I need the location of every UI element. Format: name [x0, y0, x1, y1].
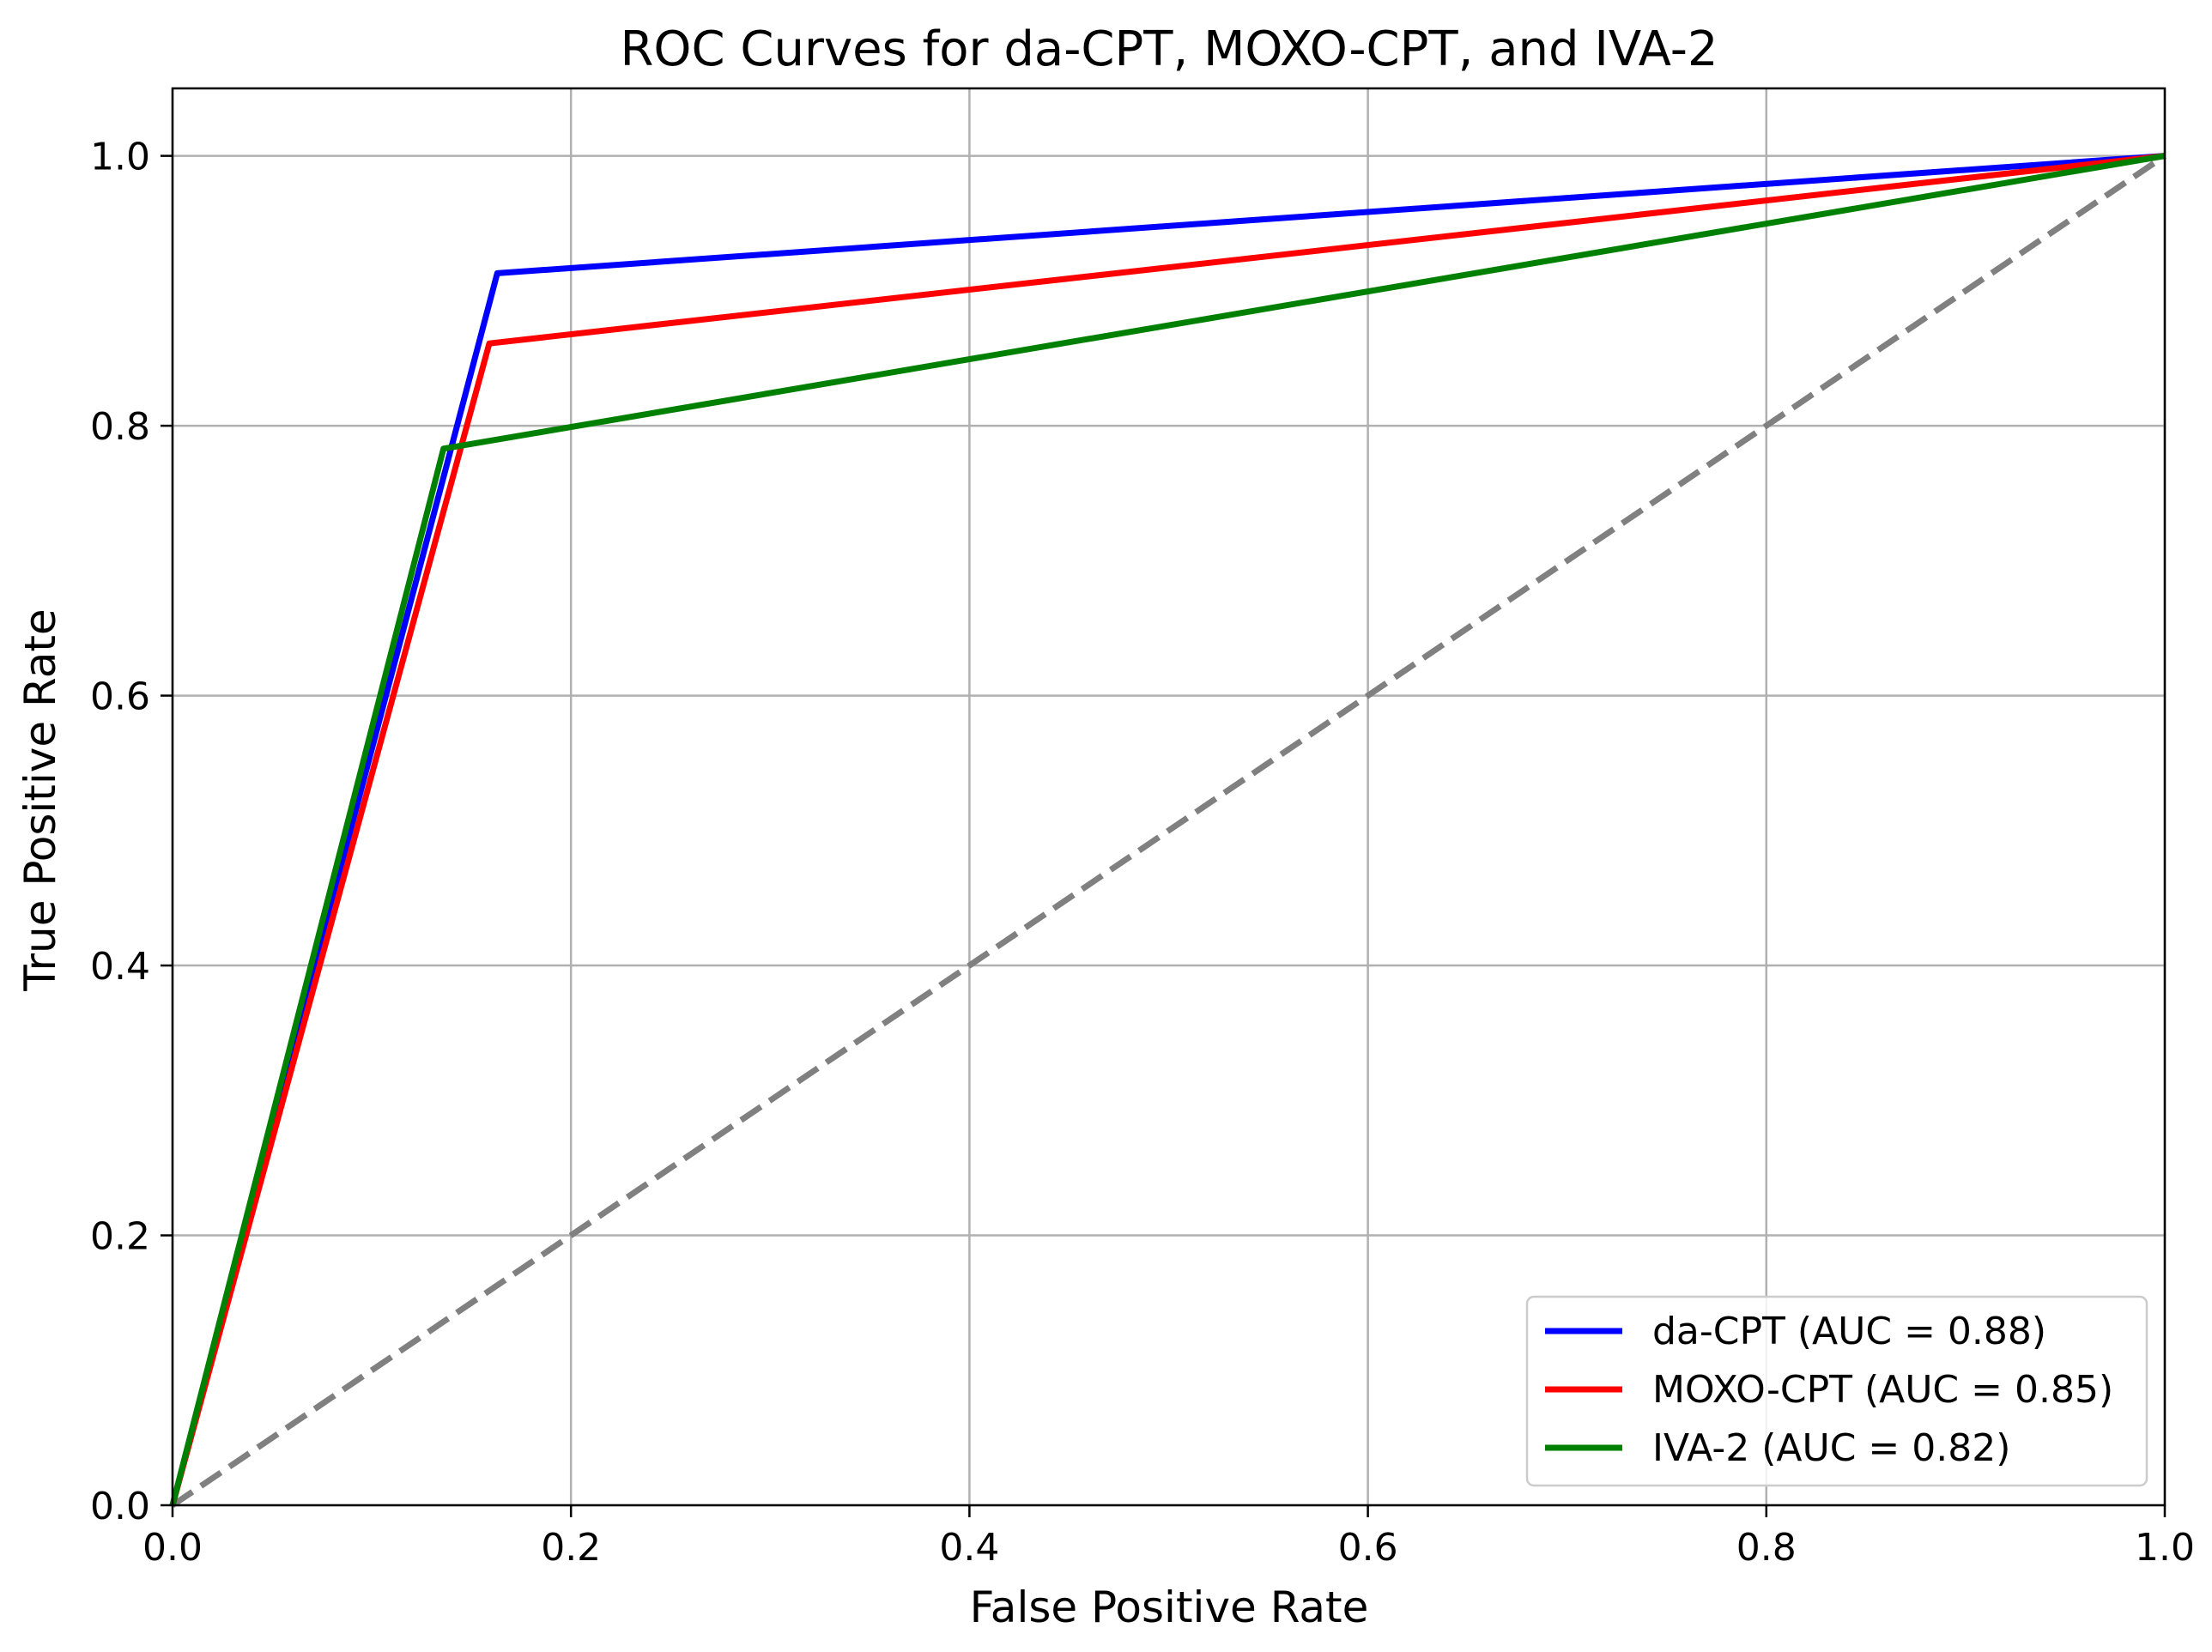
legend: da-CPT (AUC = 0.88) MOXO-CPT (AUC = 0.85)…: [1527, 1297, 2147, 1486]
x-tick-label-2: 0.4: [939, 1526, 999, 1570]
y-tick-label-1: 0.2: [90, 1215, 150, 1259]
x-axis-label: False Positive Rate: [970, 1582, 1369, 1632]
axes: [173, 88, 2165, 1505]
x-tick-label-4: 0.8: [1736, 1526, 1797, 1570]
legend-label-1: MOXO-CPT (AUC = 0.85): [1652, 1368, 2113, 1412]
x-tick-label-1: 0.2: [541, 1526, 601, 1570]
y-tick-label-4: 0.8: [90, 405, 150, 449]
x-tick-label-0: 0.0: [142, 1526, 203, 1570]
x-tick-label-3: 0.6: [1338, 1526, 1398, 1570]
y-tick-label-5: 1.0: [90, 136, 150, 179]
y-tick-label-3: 0.6: [90, 675, 150, 719]
y-tick-label-0: 0.0: [90, 1485, 150, 1528]
y-tick-label-2: 0.4: [90, 945, 150, 989]
legend-label-2: IVA-2 (AUC = 0.82): [1652, 1426, 2010, 1470]
chart-title: ROC Curves for da-CPT, MOXO-CPT, and IVA…: [620, 21, 1718, 77]
legend-label-0: da-CPT (AUC = 0.88): [1652, 1310, 2046, 1353]
y-axis-label: True Positive Rate: [15, 608, 65, 991]
grid: [173, 88, 2165, 1505]
plot-frame: [173, 88, 2165, 1505]
x-tick-label-5: 1.0: [2135, 1526, 2195, 1570]
